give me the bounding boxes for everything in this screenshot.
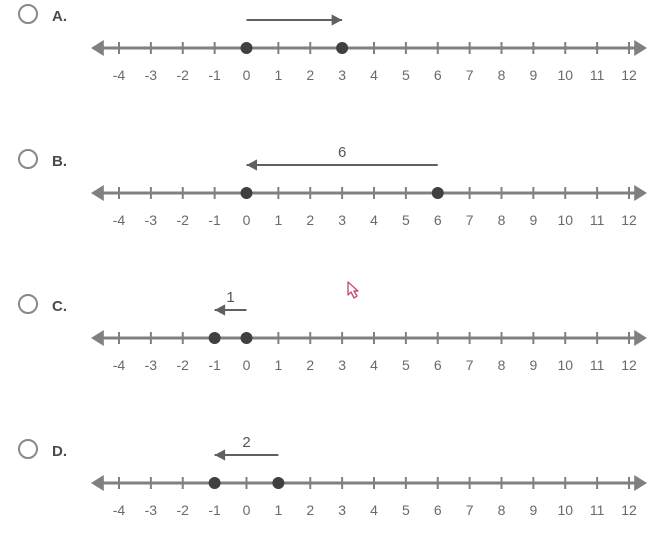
point-dot (209, 477, 221, 489)
tick-label: -2 (177, 212, 190, 228)
tick-label: 12 (621, 357, 637, 373)
tick-label: 11 (590, 212, 605, 228)
tick-label: 5 (402, 67, 410, 83)
tick-label: -4 (113, 67, 126, 83)
point-dot (432, 187, 444, 199)
tick-label: 0 (243, 357, 251, 373)
tick-label: 9 (529, 212, 537, 228)
tick-label: 12 (621, 212, 637, 228)
numberline-B: -4-3-2-101234567891011126 (89, 145, 649, 245)
option-letter-A: A. (52, 8, 67, 25)
point-dot (241, 42, 253, 54)
tick-label: -2 (177, 357, 190, 373)
numberline-C: -4-3-2-101234567891011121 (89, 290, 649, 390)
tick-label: 4 (370, 502, 378, 518)
tick-label: 7 (466, 212, 474, 228)
tick-label: -2 (177, 502, 190, 518)
tick-label: 5 (402, 212, 410, 228)
tick-label: 2 (306, 502, 314, 518)
vector-label-D: 2 (242, 435, 250, 451)
option-letter-B: B. (52, 153, 67, 170)
tick-label: 10 (557, 67, 573, 83)
tick-label: 0 (243, 502, 251, 518)
tick-label: -4 (113, 212, 126, 228)
tick-label: 5 (402, 502, 410, 518)
tick-label: 9 (529, 67, 537, 83)
numberline-D: -4-3-2-101234567891011122 (89, 435, 649, 535)
tick-label: 5 (402, 357, 410, 373)
option-letter-D: D. (52, 443, 67, 460)
tick-label: 1 (274, 67, 282, 83)
option-A: A.-4-3-2-10123456789101112 (18, 0, 649, 100)
radio-B[interactable] (18, 149, 38, 169)
tick-label: -4 (113, 502, 126, 518)
tick-label: 2 (306, 212, 314, 228)
tick-label: 10 (557, 357, 573, 373)
point-dot (241, 332, 253, 344)
tick-label: 3 (338, 502, 346, 518)
tick-label: -2 (177, 67, 190, 83)
point-dot (336, 42, 348, 54)
tick-label: 10 (557, 212, 573, 228)
tick-label: 11 (590, 357, 605, 373)
tick-label: 3 (338, 67, 346, 83)
tick-label: 12 (621, 502, 637, 518)
tick-label: -1 (208, 357, 221, 373)
numberline-A: -4-3-2-10123456789101112 (89, 0, 649, 100)
point-dot (241, 187, 253, 199)
option-D: D.-4-3-2-101234567891011122 (18, 435, 649, 535)
tick-label: 11 (590, 67, 605, 83)
point-dot (209, 332, 221, 344)
tick-label: 9 (529, 502, 537, 518)
tick-label: 11 (590, 502, 605, 518)
tick-label: 2 (306, 357, 314, 373)
tick-label: 10 (557, 502, 573, 518)
tick-label: 1 (274, 212, 282, 228)
tick-label: 4 (370, 67, 378, 83)
tick-label: 0 (243, 212, 251, 228)
tick-label: 2 (306, 67, 314, 83)
option-B: B.-4-3-2-101234567891011126 (18, 145, 649, 245)
tick-label: 8 (498, 502, 506, 518)
point-dot (272, 477, 284, 489)
vector-label-B: 6 (338, 145, 346, 161)
tick-label: 3 (338, 212, 346, 228)
tick-label: -3 (145, 502, 158, 518)
tick-label: -1 (208, 502, 221, 518)
tick-label: 0 (243, 67, 251, 83)
radio-C[interactable] (18, 294, 38, 314)
tick-label: 7 (466, 502, 474, 518)
radio-D[interactable] (18, 439, 38, 459)
tick-label: 4 (370, 212, 378, 228)
tick-label: 8 (498, 357, 506, 373)
tick-label: 4 (370, 357, 378, 373)
tick-label: -3 (145, 67, 158, 83)
tick-label: 8 (498, 67, 506, 83)
tick-label: 12 (621, 67, 637, 83)
vector-label-C: 1 (226, 290, 234, 306)
radio-A[interactable] (18, 4, 38, 24)
tick-label: 7 (466, 357, 474, 373)
tick-label: -1 (208, 67, 221, 83)
tick-label: 6 (434, 502, 442, 518)
tick-label: -3 (145, 357, 158, 373)
tick-label: -3 (145, 212, 158, 228)
tick-label: -1 (208, 212, 221, 228)
tick-label: 7 (466, 67, 474, 83)
tick-label: 6 (434, 212, 442, 228)
tick-label: 8 (498, 212, 506, 228)
option-C: C.-4-3-2-101234567891011121 (18, 290, 649, 390)
tick-label: 1 (274, 357, 282, 373)
tick-label: 6 (434, 67, 442, 83)
tick-label: 6 (434, 357, 442, 373)
tick-label: 3 (338, 357, 346, 373)
tick-label: 1 (274, 502, 282, 518)
option-letter-C: C. (52, 298, 67, 315)
tick-label: -4 (113, 357, 126, 373)
tick-label: 9 (529, 357, 537, 373)
